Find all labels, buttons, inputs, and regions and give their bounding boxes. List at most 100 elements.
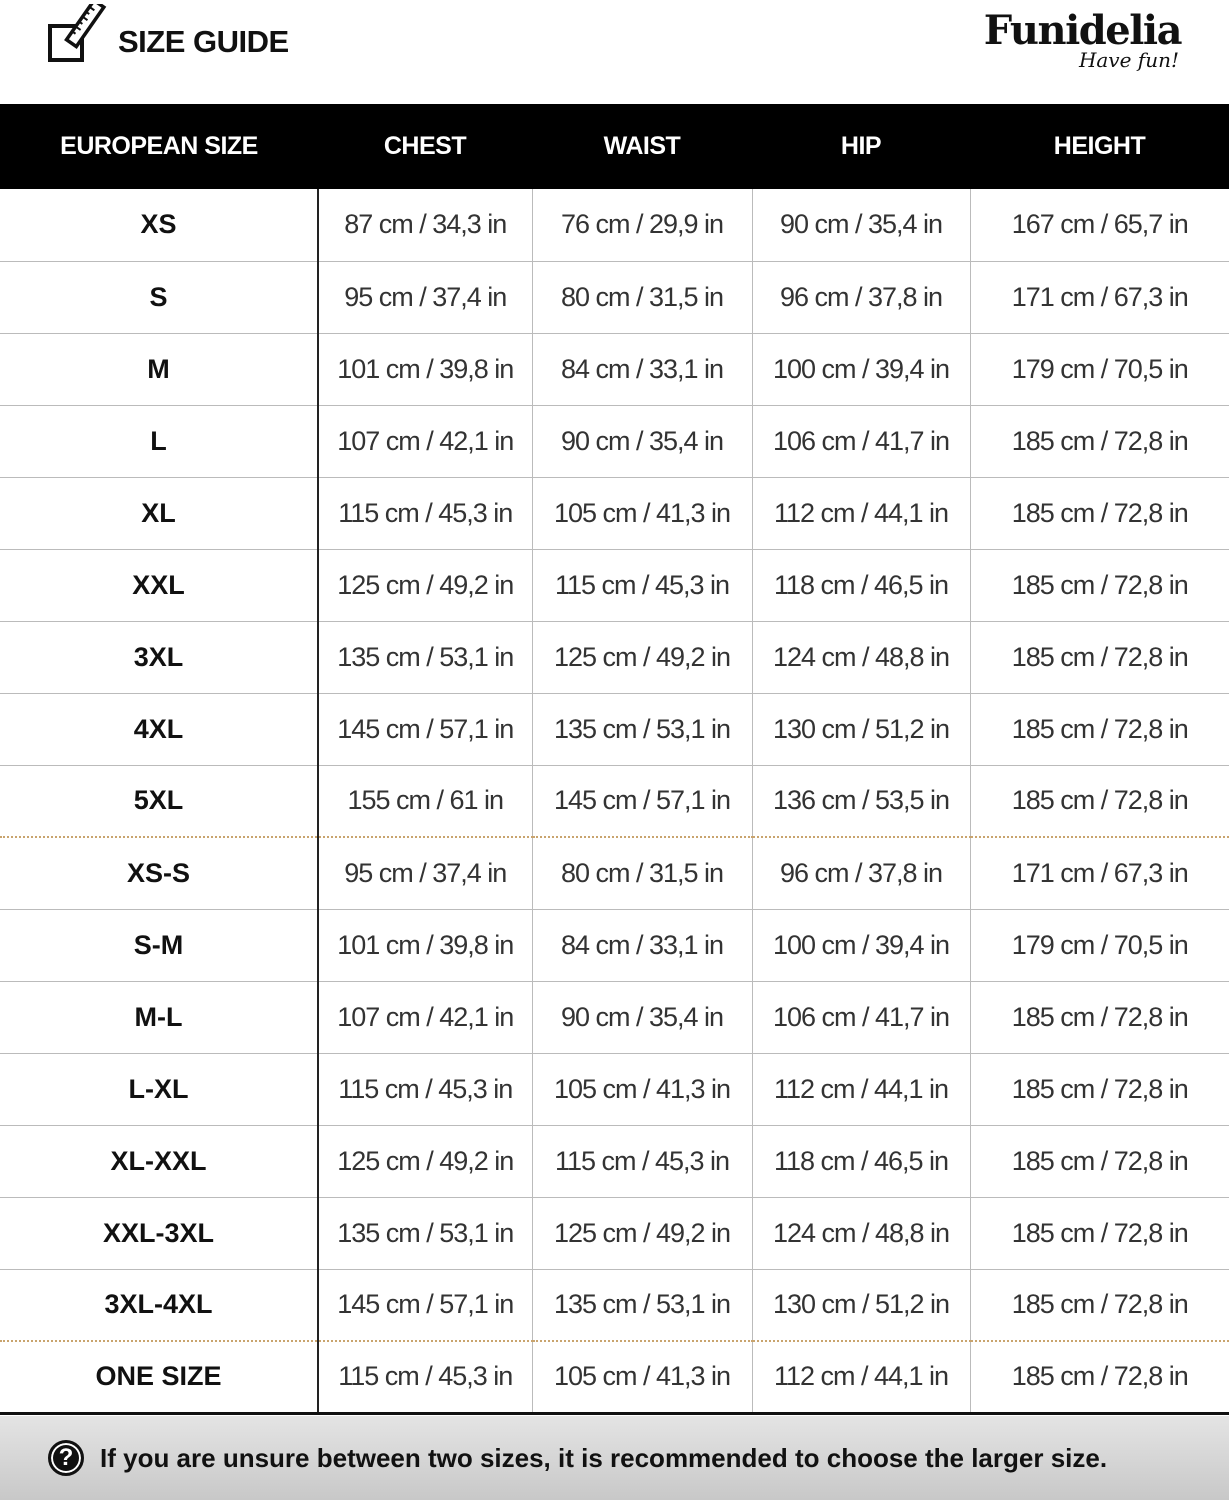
brand-tagline: Have fun! [1078,48,1179,72]
size-label: L [0,405,319,478]
measurement-cell: 124 cm / 48,8 in [751,1197,970,1270]
measurement-cell: 145 cm / 57,1 in [317,1269,532,1342]
measurement-cell: 112 cm / 44,1 in [751,477,970,550]
column-header: EUROPEAN SIZE [0,104,318,189]
measurement-cell: 185 cm / 72,8 in [969,1269,1229,1342]
brand-name: Funidelia [983,7,1183,54]
measurement-cell: 125 cm / 49,2 in [531,621,752,694]
measurement-cell: 185 cm / 72,8 in [969,1341,1229,1415]
measurement-cell: 185 cm / 72,8 in [969,1125,1229,1198]
measurement-cell: 112 cm / 44,1 in [751,1341,970,1415]
size-label: 3XL [0,621,319,694]
measurement-cell: 80 cm / 31,5 in [531,837,752,910]
table-row: 5XL 155 cm / 61 in 145 cm / 57,1 in 136 cm … [0,765,1229,838]
measurement-cell: 135 cm / 53,1 in [317,1197,532,1270]
measurement-cell: 95 cm / 37,4 in [317,837,532,910]
footer-note: If you are unsure between two sizes, it … [100,1442,1108,1473]
size-label: 3XL-4XL [0,1269,319,1342]
measurement-cell: 87 cm / 34,3 in [317,189,532,262]
column-header: WAIST [532,104,752,189]
measurement-cell: 118 cm / 46,5 in [751,1125,970,1198]
measurement-cell: 125 cm / 49,2 in [531,1197,752,1270]
page-header: SIZE GUIDE Funidelia Have fun! [0,0,1229,104]
measurement-cell: 125 cm / 49,2 in [317,1125,532,1198]
measurement-cell: 107 cm / 42,1 in [317,981,532,1054]
measurement-cell: 96 cm / 37,8 in [751,837,970,910]
size-label: ONE SIZE [0,1341,319,1415]
table-row: XL 115 cm / 45,3 in 105 cm / 41,3 in 112 cm… [0,477,1229,550]
brand-logo: Funidelia Have fun! [983,7,1183,73]
size-label: 5XL [0,765,319,838]
table-row: XL-XXL 125 cm / 49,2 in 115 cm / 45,3 in 11… [0,1125,1229,1198]
table-row: ONE SIZE 115 cm / 45,3 in 105 cm / 41,3 in… [0,1341,1229,1415]
measurement-cell: 179 cm / 70,5 in [969,333,1229,406]
table-row: S-M 101 cm / 39,8 in 84 cm / 33,1 in 100 cm… [0,909,1229,982]
size-label: XS-S [0,837,319,910]
measurement-cell: 185 cm / 72,8 in [969,693,1229,766]
column-header: HEIGHT [970,104,1229,189]
size-label: XXL-3XL [0,1197,319,1270]
size-label: XL-XXL [0,1125,319,1198]
size-label: M-L [0,981,319,1054]
table-row: XXL-3XL 135 cm / 53,1 in 125 cm / 49,2 in 1… [0,1197,1229,1270]
measurement-cell: 84 cm / 33,1 in [531,909,752,982]
measurement-cell: 115 cm / 45,3 in [317,1341,532,1415]
measurement-cell: 145 cm / 57,1 in [317,693,532,766]
measurement-cell: 101 cm / 39,8 in [317,909,532,982]
size-label: S-M [0,909,319,982]
measurement-cell: 101 cm / 39,8 in [317,333,532,406]
measurement-cell: 100 cm / 39,4 in [751,909,970,982]
table-row: M 101 cm / 39,8 in 84 cm / 33,1 in 100 cm /… [0,333,1229,406]
size-label: XL [0,477,319,550]
measurement-cell: 90 cm / 35,4 in [531,981,752,1054]
size-label: XS [0,189,319,262]
measurement-cell: 90 cm / 35,4 in [531,405,752,478]
measurement-cell: 76 cm / 29,9 in [531,189,752,262]
size-label: 4XL [0,693,319,766]
measurement-cell: 105 cm / 41,3 in [531,1341,752,1415]
measurement-cell: 171 cm / 67,3 in [969,261,1229,334]
footer-note-bar: ? If you are unsure between two sizes, i… [0,1416,1229,1500]
measurement-cell: 125 cm / 49,2 in [317,549,532,622]
table-header-row: EUROPEAN SIZE CHEST WAIST HIP HEIGHT [0,104,1229,189]
column-header: HIP [752,104,970,189]
measurement-cell: 185 cm / 72,8 in [969,1053,1229,1126]
measurement-cell: 105 cm / 41,3 in [531,477,752,550]
measurement-cell: 171 cm / 67,3 in [969,837,1229,910]
size-label: M [0,333,319,406]
measurement-cell: 90 cm / 35,4 in [751,189,970,262]
measurement-cell: 124 cm / 48,8 in [751,621,970,694]
table-row: 3XL 135 cm / 53,1 in 125 cm / 49,2 in 124 c… [0,621,1229,694]
measurement-cell: 115 cm / 45,3 in [531,549,752,622]
table-row: S 95 cm / 37,4 in 80 cm / 31,5 in 96 cm / 3… [0,261,1229,334]
table-row: M-L 107 cm / 42,1 in 90 cm / 35,4 in 106 cm… [0,981,1229,1054]
measurement-cell: 106 cm / 41,7 in [751,981,970,1054]
measurement-cell: 95 cm / 37,4 in [317,261,532,334]
measurement-cell: 145 cm / 57,1 in [531,765,752,838]
measurement-cell: 80 cm / 31,5 in [531,261,752,334]
measurement-cell: 105 cm / 41,3 in [531,1053,752,1126]
ruler-checkbox-icon [48,4,107,62]
measurement-cell: 135 cm / 53,1 in [531,1269,752,1342]
measurement-cell: 112 cm / 44,1 in [751,1053,970,1126]
table-row: XS-S 95 cm / 37,4 in 80 cm / 31,5 in 96 cm … [0,837,1229,910]
measurement-cell: 130 cm / 51,2 in [751,1269,970,1342]
table-row: XXL 125 cm / 49,2 in 115 cm / 45,3 in 118 c… [0,549,1229,622]
page-title: SIZE GUIDE [118,24,289,59]
measurement-cell: 106 cm / 41,7 in [751,405,970,478]
measurement-cell: 179 cm / 70,5 in [969,909,1229,982]
table-row: XS 87 cm / 34,3 in 76 cm / 29,9 in 90 cm / … [0,189,1229,262]
size-table: EUROPEAN SIZE CHEST WAIST HIP HEIGHT XS 87 cm… [0,104,1229,1415]
measurement-cell: 115 cm / 45,3 in [531,1125,752,1198]
measurement-cell: 135 cm / 53,1 in [317,621,532,694]
measurement-cell: 185 cm / 72,8 in [969,765,1229,838]
measurement-cell: 167 cm / 65,7 in [969,189,1229,262]
measurement-cell: 107 cm / 42,1 in [317,405,532,478]
table-row: 4XL 145 cm / 57,1 in 135 cm / 53,1 in 130 c… [0,693,1229,766]
measurement-cell: 136 cm / 53,5 in [751,765,970,838]
size-label: XXL [0,549,319,622]
measurement-cell: 118 cm / 46,5 in [751,549,970,622]
table-row: L 107 cm / 42,1 in 90 cm / 35,4 in 106 cm /… [0,405,1229,478]
question-circle-icon: ? [48,1440,84,1476]
size-label: S [0,261,319,334]
